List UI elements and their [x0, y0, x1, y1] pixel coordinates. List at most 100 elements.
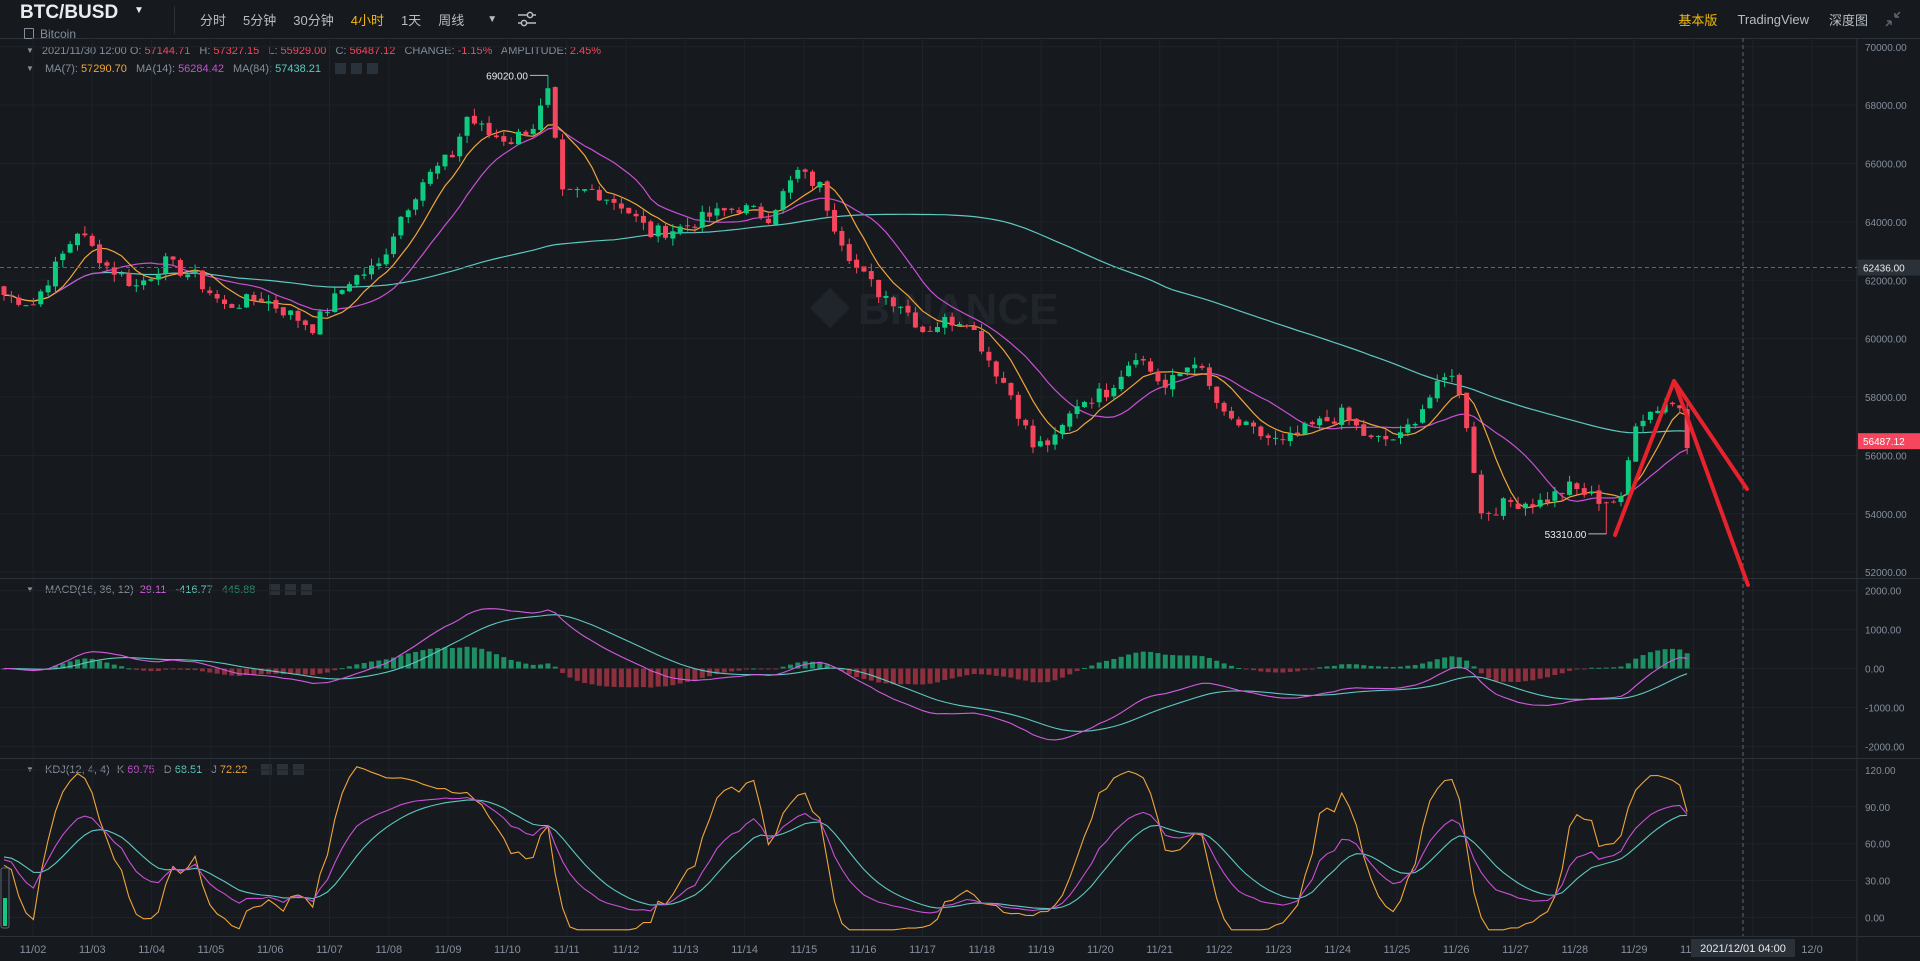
- macd-histogram-bar: [1353, 664, 1359, 669]
- candle-body: [324, 312, 330, 314]
- watermark: BINANCE: [810, 285, 1058, 334]
- more-intervals-icon[interactable]: ▼: [487, 13, 498, 25]
- macd-histogram-bar: [1545, 668, 1550, 678]
- macd-histogram-bar: [383, 659, 389, 669]
- interval-tab-5[interactable]: 1天: [400, 12, 422, 28]
- candle-body: [1324, 417, 1330, 422]
- macd-histogram-bar: [1236, 667, 1242, 669]
- symbol-dropdown-icon[interactable]: ▼: [134, 5, 144, 16]
- candle-body: [207, 290, 213, 294]
- interval-tab-3[interactable]: 30分钟: [293, 12, 334, 28]
- candle-body: [567, 188, 573, 190]
- candle-body: [1, 286, 7, 296]
- macd-histogram-bar: [1640, 655, 1646, 669]
- candle-body: [16, 297, 22, 305]
- legend-close: 56487.12: [349, 45, 396, 57]
- candle-body: [574, 189, 580, 191]
- macd-histogram-bar: [618, 668, 624, 688]
- candle-body: [1442, 377, 1448, 380]
- candle-body: [501, 136, 507, 142]
- candle-body: [692, 226, 698, 228]
- interval-tab-4[interactable]: 4小时: [350, 12, 384, 28]
- macd-histogram-bar: [288, 668, 294, 674]
- settings-icon[interactable]: [351, 63, 363, 74]
- macd-histogram-bar: [780, 666, 786, 669]
- candle-body: [927, 330, 933, 332]
- macd-histogram-bar: [1647, 652, 1653, 669]
- candle-body: [508, 142, 514, 145]
- candle-body: [214, 294, 220, 299]
- candle-body: [1089, 402, 1095, 404]
- view-tab-tradingview[interactable]: TradingView: [1737, 11, 1809, 27]
- candle-body: [119, 273, 125, 275]
- time-axis-label: 11/02: [20, 944, 47, 956]
- macd-histogram-bar: [707, 668, 713, 677]
- view-tab-depth[interactable]: 深度图: [1828, 12, 1868, 28]
- eye-icon[interactable]: [269, 584, 281, 595]
- candle-body: [1456, 374, 1462, 395]
- macd-histogram-bar: [1346, 664, 1352, 669]
- macd-histogram-bar: [1302, 668, 1308, 670]
- interval-tab-6[interactable]: 周线: [438, 12, 465, 28]
- macd-histogram-bar: [126, 668, 132, 670]
- macd-histogram-bar: [1611, 667, 1617, 669]
- settings-sliders-icon[interactable]: [517, 11, 537, 27]
- interval-tab-1[interactable]: 分时: [200, 12, 227, 28]
- legend-low: 55929.00: [280, 45, 327, 57]
- ohlc-legend: ▼ 2021/11/30 12:00 O: 57144.71 H: 57327.15 …: [26, 45, 607, 57]
- candle-body: [155, 275, 161, 280]
- chart-canvas[interactable]: BINANCE 52000.00 54000.00 56000.00 58000.00…: [0, 38, 1920, 961]
- candle-body: [1552, 491, 1558, 501]
- candle-body: [846, 244, 852, 261]
- candle-body: [1015, 394, 1021, 419]
- macd-histogram-bar: [391, 657, 397, 669]
- macd-histogram-bar: [868, 668, 874, 681]
- collapse-triangle-icon[interactable]: ▼: [26, 46, 34, 55]
- macd-histogram-bar: [729, 668, 735, 672]
- symbol-title[interactable]: BTC/BUSD: [20, 2, 119, 23]
- collapse-triangle-icon[interactable]: ▼: [26, 64, 34, 73]
- macd-histogram-bar: [1574, 668, 1580, 670]
- settings-icon[interactable]: [285, 584, 297, 595]
- time-axis-label: 11/17: [909, 944, 936, 956]
- candle-body: [1258, 426, 1264, 437]
- macd-histogram-bar: [1552, 668, 1558, 676]
- macd-histogram-bar: [442, 647, 448, 669]
- candle-body: [890, 297, 896, 307]
- time-axis-label: 11/29: [1621, 944, 1648, 956]
- eye-icon[interactable]: [335, 63, 347, 74]
- macd-histogram-bar: [339, 668, 345, 670]
- macd-histogram-bar: [1251, 668, 1256, 671]
- macd-histogram-bar: [582, 668, 588, 683]
- candle-body: [413, 199, 419, 210]
- candle-body: [861, 266, 867, 272]
- candle-body: [1126, 365, 1132, 377]
- macd-histogram-bar: [1405, 665, 1411, 669]
- macd-histogram-bar: [633, 668, 639, 688]
- close-icon[interactable]: [301, 584, 313, 595]
- legend-change: -1.15%: [457, 45, 493, 57]
- collapse-icon[interactable]: [1884, 10, 1902, 28]
- candle-body: [1647, 411, 1653, 420]
- candle-body: [685, 225, 691, 227]
- candle-body: [545, 88, 551, 105]
- macd-histogram-bar: [1383, 666, 1389, 669]
- collapse-triangle-icon[interactable]: ▼: [26, 585, 34, 594]
- interval-tab-2[interactable]: 5分钟: [243, 12, 277, 28]
- macd-histogram-bar: [626, 668, 632, 688]
- macd-histogram-bar: [883, 668, 889, 684]
- close-icon[interactable]: [367, 63, 379, 74]
- macd-axis-label: 2000.00: [1865, 587, 1902, 598]
- macd-histogram-bar: [1530, 668, 1536, 681]
- candle-body: [765, 218, 771, 223]
- macd-histogram-bar: [324, 668, 330, 673]
- candle-body: [111, 266, 117, 275]
- macd-histogram-bar: [258, 668, 264, 675]
- macd-histogram-bar: [427, 648, 433, 669]
- macd-histogram-bar: [1412, 665, 1418, 669]
- candle-body: [979, 330, 985, 352]
- time-axis-label: 11/16: [850, 944, 877, 956]
- macd-histogram-bar: [795, 662, 801, 669]
- view-tab-basic[interactable]: 基本版: [1678, 12, 1718, 28]
- macd-histogram-bar: [1228, 665, 1234, 669]
